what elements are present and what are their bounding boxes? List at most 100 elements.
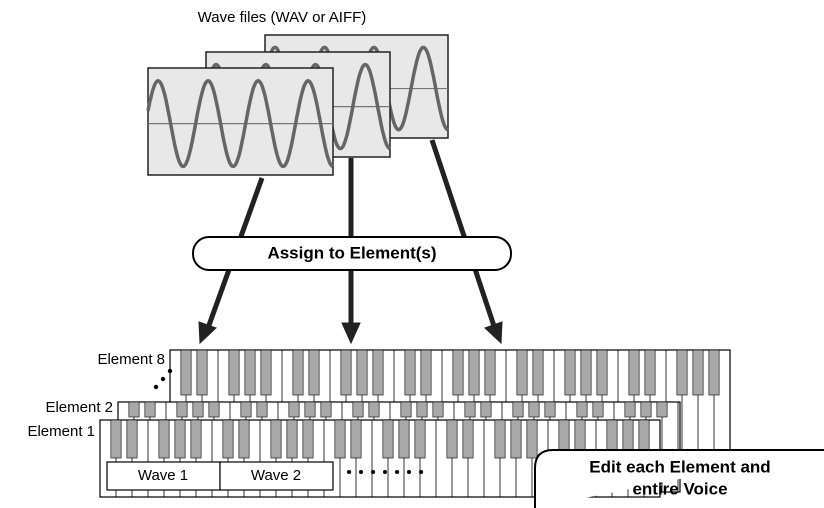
black-key (528, 401, 540, 418)
black-key (356, 349, 368, 396)
black-key (288, 401, 300, 418)
black-key (292, 349, 304, 396)
dot (347, 470, 351, 474)
black-key (676, 349, 688, 396)
black-key (270, 419, 282, 459)
edit-label: Edit each Element and (589, 457, 770, 476)
black-key (260, 349, 272, 396)
dot (419, 470, 423, 474)
black-key (320, 401, 332, 418)
black-key (286, 419, 298, 459)
black-key (462, 419, 474, 459)
black-key (526, 419, 538, 459)
black-key (580, 349, 592, 396)
edit-label: entire Voice (632, 479, 727, 498)
dot (407, 470, 411, 474)
black-key (432, 401, 444, 418)
black-key (516, 349, 528, 396)
dot (383, 470, 387, 474)
black-key (414, 419, 426, 459)
black-key (340, 349, 352, 396)
edit-box (534, 449, 824, 508)
dot (160, 376, 166, 382)
black-key (420, 349, 432, 396)
title: Wave files (WAV or AIFF) (198, 9, 367, 26)
black-key (180, 349, 192, 396)
black-key (228, 349, 240, 396)
black-key (110, 419, 122, 459)
black-key (372, 349, 384, 396)
black-key (208, 401, 220, 418)
wave-files (146, 34, 449, 176)
dot (167, 368, 173, 374)
black-key (334, 419, 346, 459)
black-key (596, 349, 608, 396)
black-key (484, 349, 496, 396)
element-label: Element 2 (45, 399, 113, 416)
arrowhead (484, 321, 503, 345)
black-key (238, 419, 250, 459)
element-label: Element 8 (97, 351, 165, 368)
black-key (308, 349, 320, 396)
black-key (352, 401, 364, 418)
black-key (404, 349, 416, 396)
black-key (400, 401, 412, 418)
wave-label: Wave 2 (251, 467, 301, 484)
black-key (592, 401, 604, 418)
black-key (222, 419, 234, 459)
black-key (368, 401, 380, 418)
black-key (708, 349, 720, 396)
wave-slot (106, 461, 221, 491)
dot (153, 384, 159, 390)
wave-label: Wave 1 (138, 467, 188, 484)
black-key (656, 401, 668, 418)
black-key (692, 349, 704, 396)
black-key (446, 419, 458, 459)
black-key (464, 401, 476, 418)
black-key (512, 401, 524, 418)
wave (146, 78, 334, 169)
black-key (480, 401, 492, 418)
black-key (302, 419, 314, 459)
black-key (624, 401, 636, 418)
black-key (494, 419, 506, 459)
black-key (452, 349, 464, 396)
arrowhead (341, 322, 361, 345)
dot (395, 470, 399, 474)
black-key (398, 419, 410, 459)
black-key (644, 349, 656, 396)
dots (153, 368, 423, 474)
black-key (240, 401, 252, 418)
black-key (628, 349, 640, 396)
black-key (382, 419, 394, 459)
black-key (244, 349, 256, 396)
black-key (468, 349, 480, 396)
black-key (192, 401, 204, 418)
arrow (429, 139, 497, 327)
black-key (174, 419, 186, 459)
assign-pill (192, 236, 512, 271)
black-key (416, 401, 428, 418)
black-key (158, 419, 170, 459)
black-key (576, 401, 588, 418)
black-key (256, 401, 268, 418)
black-key (126, 419, 138, 459)
black-key (144, 401, 156, 418)
black-key (304, 401, 316, 418)
black-key (190, 419, 202, 459)
black-key (128, 401, 140, 418)
black-key (564, 349, 576, 396)
black-key (544, 401, 556, 418)
black-key (640, 401, 652, 418)
black-key (176, 401, 188, 418)
black-key (196, 349, 208, 396)
wave-slot (219, 461, 334, 491)
arrowhead (198, 321, 217, 345)
black-key (510, 419, 522, 459)
black-key (350, 419, 362, 459)
element-label: Element 1 (27, 423, 95, 440)
dot (359, 470, 363, 474)
assign-label: Assign to Element(s) (267, 243, 436, 262)
black-key (532, 349, 544, 396)
